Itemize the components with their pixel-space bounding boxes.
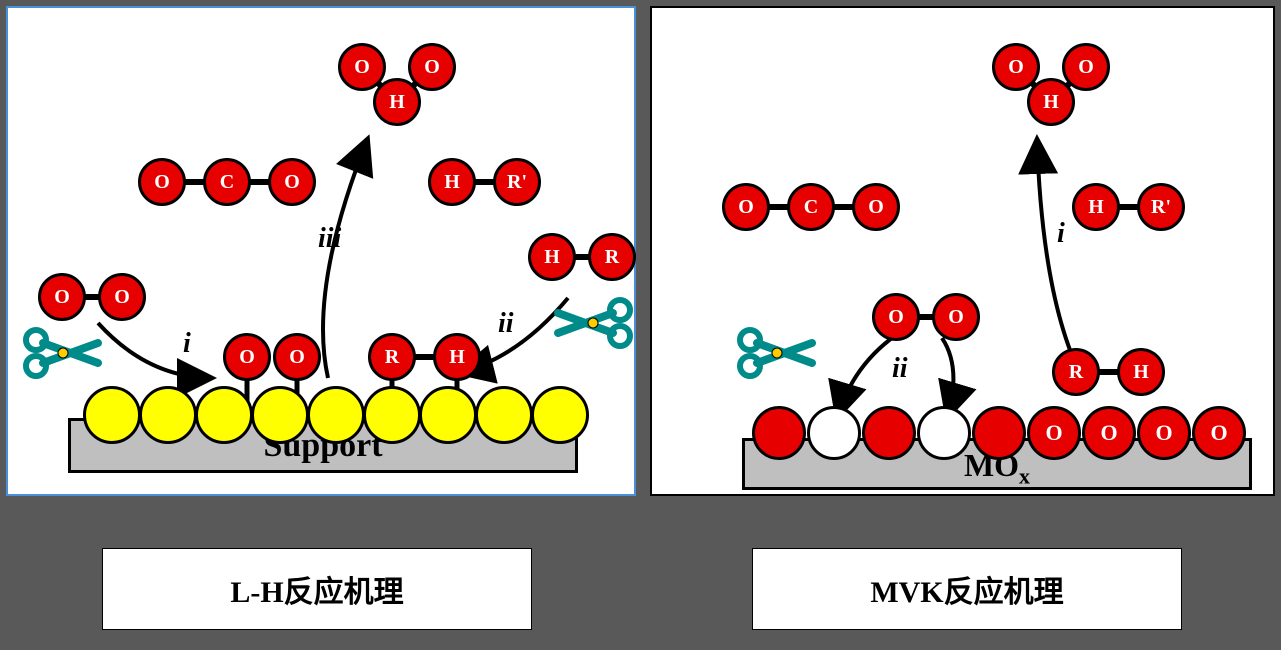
atom-O: O	[852, 183, 900, 231]
step-label-i: i	[1057, 218, 1065, 250]
mvk-panel: MOx OOOO OOHOCOHR'OORH i ii	[650, 6, 1275, 496]
atom-O: O	[408, 43, 456, 91]
atom-H: H	[428, 158, 476, 206]
atom-R: R	[1052, 348, 1100, 396]
step-label-iii: iii	[318, 223, 341, 255]
atom-O: O	[98, 273, 146, 321]
atom-blank	[972, 406, 1026, 460]
mox-sub: x	[1019, 463, 1030, 488]
lh-panel: Support OOHOCOHR'OOHROORH i ii iii	[6, 6, 636, 496]
atom-H: H	[1117, 348, 1165, 396]
atom-blank	[363, 386, 421, 444]
atom-C: C	[203, 158, 251, 206]
scissors-icon	[18, 318, 108, 388]
atom-blank	[475, 386, 533, 444]
atom-blank	[195, 386, 253, 444]
atom-O: O	[932, 293, 980, 341]
atom-blank	[419, 386, 477, 444]
atom-blank	[917, 406, 971, 460]
atom-O: O	[722, 183, 770, 231]
atom-blank	[531, 386, 589, 444]
atom-O: O	[223, 333, 271, 381]
atom-blank	[752, 406, 806, 460]
atom-H: H	[1027, 78, 1075, 126]
step-label-i: i	[183, 328, 191, 360]
atom-O: O	[1137, 406, 1191, 460]
atom-O: O	[992, 43, 1040, 91]
atom-O: O	[1192, 406, 1246, 460]
atom-O: O	[1062, 43, 1110, 91]
mvk-caption: MVK反应机理	[752, 548, 1182, 630]
atom-R: R	[368, 333, 416, 381]
atom-O: O	[1082, 406, 1136, 460]
atom-H: H	[1072, 183, 1120, 231]
atom-blank	[862, 406, 916, 460]
atom-blank	[139, 386, 197, 444]
scissors-icon	[548, 288, 638, 358]
atom-H: H	[373, 78, 421, 126]
step-label-ii: ii	[498, 308, 514, 340]
atom-blank	[807, 406, 861, 460]
atom-O: O	[1027, 406, 1081, 460]
atom-O: O	[872, 293, 920, 341]
atom-H: H	[433, 333, 481, 381]
lh-caption: L-H反应机理	[102, 548, 532, 630]
atom-O: O	[338, 43, 386, 91]
step-label-ii: ii	[892, 353, 908, 385]
atom-R': R'	[493, 158, 541, 206]
atom-H: H	[528, 233, 576, 281]
atom-C: C	[787, 183, 835, 231]
atom-O: O	[268, 158, 316, 206]
atom-R: R	[588, 233, 636, 281]
atom-blank	[307, 386, 365, 444]
atom-R': R'	[1137, 183, 1185, 231]
atom-O: O	[273, 333, 321, 381]
atom-blank	[251, 386, 309, 444]
scissors-icon	[732, 318, 822, 388]
atom-blank	[83, 386, 141, 444]
atom-O: O	[138, 158, 186, 206]
atom-O: O	[38, 273, 86, 321]
